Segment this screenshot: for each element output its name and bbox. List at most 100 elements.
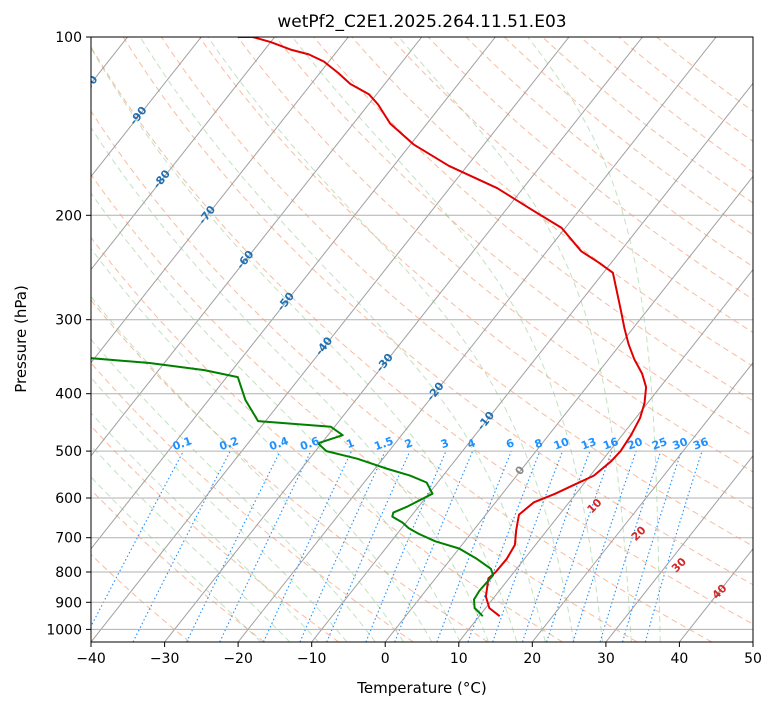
isotherm-line xyxy=(605,454,753,642)
dry-adiabat-line xyxy=(91,110,713,642)
moist-adiabat-line xyxy=(91,126,489,642)
isotherm-label: -50 xyxy=(274,289,297,313)
mixing-ratio-label: 0.2 xyxy=(218,434,241,453)
isotherm-line xyxy=(91,37,496,550)
dry-adiabat-line xyxy=(91,299,489,642)
dry-adiabat-line xyxy=(427,37,753,300)
mixing-ratio-label: 8 xyxy=(533,436,545,451)
isotherm-line xyxy=(164,37,643,642)
dry-adiabat-label: 40 xyxy=(710,581,730,601)
mixing-ratio-label: 0.4 xyxy=(268,434,291,453)
isotherm-line xyxy=(91,37,276,271)
moist-adiabat-line xyxy=(292,37,604,642)
isotherm-label: -10 xyxy=(475,409,498,433)
dry-adiabat-line xyxy=(91,425,340,642)
mixing-ratio-line xyxy=(365,450,447,642)
moist-adiabat-line xyxy=(91,376,348,642)
isotherm-line xyxy=(531,361,753,642)
series-group xyxy=(91,37,648,617)
mixing-ratio-label: 6 xyxy=(504,436,516,451)
isotherm-line xyxy=(91,37,570,642)
mixing-ratio-label: 25 xyxy=(650,435,669,452)
moist-adiabat-line xyxy=(207,37,575,642)
dry-adiabat-line xyxy=(122,37,753,586)
moist-adiabat-line xyxy=(91,338,376,642)
mixing-ratio-line xyxy=(521,450,591,642)
isotherm-label: -20 xyxy=(424,379,447,403)
dry-adiabat-line xyxy=(91,46,753,625)
moist-adiabat-line xyxy=(398,37,632,642)
isotherm-label: -80 xyxy=(150,167,173,191)
mixing-ratio-label: 10 xyxy=(552,435,571,453)
isotherm-line xyxy=(311,82,753,642)
dry-adiabat-line xyxy=(91,236,563,642)
isotherm-label: -100 xyxy=(73,73,100,103)
x-tick-label: −20 xyxy=(223,651,253,667)
mixing-ratio-line xyxy=(91,450,184,628)
mixing-ratio-label: 0.1 xyxy=(171,434,194,453)
mixing-ratio-label: 36 xyxy=(691,435,710,453)
moist-adiabat-line xyxy=(91,46,518,642)
mixing-ratio-line xyxy=(436,450,512,642)
moist-adiabat-line xyxy=(139,37,546,642)
y-tick-label: 600 xyxy=(55,491,82,507)
axes: −40 −30 −20 −10 0 10 20 30 40 5010009008007006005… xyxy=(46,30,762,667)
x-tick-label: −10 xyxy=(297,651,327,667)
moist-adiabat-line xyxy=(91,247,433,642)
mixing-ratio-line xyxy=(622,450,682,642)
mixing-ratio-line xyxy=(262,450,352,642)
mixing-ratio-label: 16 xyxy=(601,435,620,453)
mixing-ratio-label: 0.6 xyxy=(298,434,321,453)
moist-adiabat-line xyxy=(91,192,461,642)
moist-adiabat-line xyxy=(91,412,319,642)
isotherm-line xyxy=(458,268,753,642)
y-axis-title: Pressure (hPa) xyxy=(12,285,30,393)
isotherm-label: 0 xyxy=(513,463,528,477)
isotherm-line xyxy=(91,37,423,457)
y-tick-label: 1000 xyxy=(46,622,82,638)
dry-adiabat-line xyxy=(91,489,265,642)
dry-adiabat-line xyxy=(465,37,753,268)
dry-adiabat-line xyxy=(91,553,191,642)
dry-adiabat-line xyxy=(389,37,753,334)
mixing-ratio-line xyxy=(644,450,703,642)
mixing-ratio-line xyxy=(599,450,662,642)
plot-frame xyxy=(90,36,754,643)
dry-adiabat-line xyxy=(91,173,638,642)
x-tick-label: −40 xyxy=(76,651,106,667)
dry-adiabat-line xyxy=(313,37,753,402)
mixing-ratio-label: 1 xyxy=(344,436,356,451)
dry-adiabat-label: 20 xyxy=(629,523,649,543)
x-tick-label: 50 xyxy=(744,651,762,667)
dry-adiabat-line xyxy=(275,37,753,437)
isotherm-line xyxy=(91,37,349,364)
x-tick-label: 0 xyxy=(381,651,390,667)
x-tick-label: 20 xyxy=(523,651,541,667)
mixing-ratio-label: 2 xyxy=(403,436,415,451)
x-tick-label: 40 xyxy=(670,651,688,667)
dry-adiabat-line xyxy=(160,37,753,547)
moist-adiabat-line xyxy=(91,476,262,642)
mixing-ratio-label: 3 xyxy=(439,436,451,451)
moist-adiabat-line xyxy=(527,37,661,642)
isotherm-label: -70 xyxy=(196,203,219,227)
isotherm-label: -30 xyxy=(373,351,396,375)
chart-title: wetPf2_C2E1.2025.264.11.51.E03 xyxy=(277,12,566,32)
mixing-ratio-line xyxy=(186,450,281,642)
dry-adiabat-line xyxy=(237,37,753,473)
mixing-ratio-label: 4 xyxy=(466,436,478,451)
mixing-ratio-line xyxy=(467,450,541,642)
x-tick-label: −30 xyxy=(150,651,180,667)
mixing-ratio-label: 20 xyxy=(626,435,645,453)
dry-adiabat-label: 10 xyxy=(585,496,605,516)
temperature-profile-line xyxy=(238,37,648,617)
mixing-ratio-line xyxy=(572,450,637,642)
isotherm-label: -60 xyxy=(234,248,257,272)
y-tick-label: 100 xyxy=(55,30,82,46)
mixing-ratio-label: 30 xyxy=(671,435,690,453)
y-tick-label: 500 xyxy=(55,444,82,460)
mixing-ratio-line xyxy=(326,450,411,642)
dry-adiabat-line xyxy=(91,362,414,642)
dewpoint-profile-line xyxy=(91,357,495,617)
mixing-ratio-line xyxy=(492,450,564,642)
